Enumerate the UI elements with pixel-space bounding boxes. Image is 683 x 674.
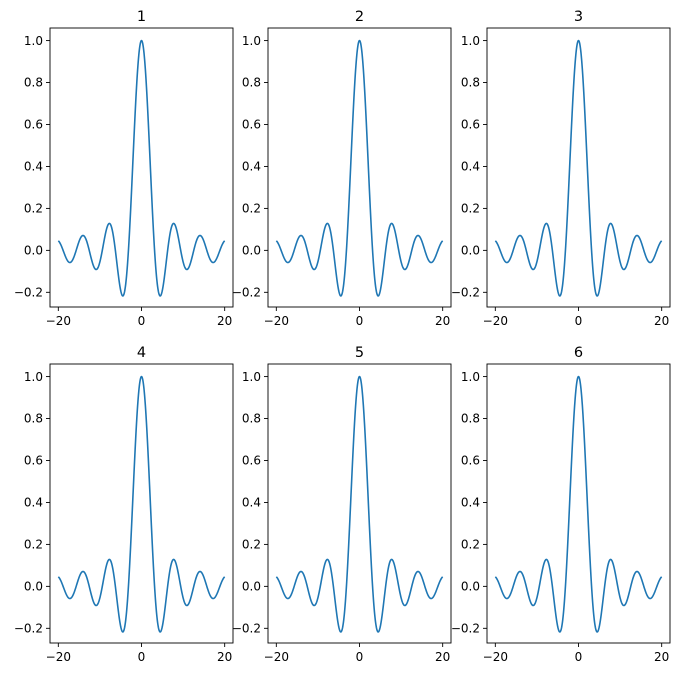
subplot-4: 4 −20 0 20 −0.2 0.0 0.2 0.4 0.6 0.8 1.0 xyxy=(14,345,234,664)
y-tick-label: 0.4 xyxy=(24,160,43,174)
series-line xyxy=(275,39,444,297)
axes-frame xyxy=(267,27,452,308)
x-tick-label: −20 xyxy=(483,650,508,664)
series-line xyxy=(494,375,663,633)
y-tick-label: 0.8 xyxy=(461,412,480,426)
x-tick-label: 20 xyxy=(435,314,450,328)
y-tick-label: 0.4 xyxy=(24,496,43,510)
series-line xyxy=(57,375,226,633)
y-tick-label: 0.2 xyxy=(242,538,261,552)
y-tick-label: 1.0 xyxy=(461,370,480,384)
x-tick-label: 20 xyxy=(435,650,450,664)
y-tick-label: 0.0 xyxy=(461,580,480,594)
y-tick-label: 0.4 xyxy=(461,160,480,174)
y-tick-label: 0.8 xyxy=(461,76,480,90)
y-tick-label: 0.8 xyxy=(24,76,43,90)
x-tick-label: −20 xyxy=(264,314,289,328)
axes-frame xyxy=(49,27,234,308)
y-tick-label: 1.0 xyxy=(24,34,43,48)
y-tick-label: 0.4 xyxy=(242,496,261,510)
x-tick-label: 0 xyxy=(575,314,583,328)
y-tick-label: 0.6 xyxy=(24,118,43,132)
y-tick-label: 0.2 xyxy=(461,538,480,552)
x-tick-label: 20 xyxy=(654,314,669,328)
y-tick-label: 0.6 xyxy=(24,454,43,468)
subplot-6: 6 −20 0 20 −0.2 0.0 0.2 0.4 0.6 0.8 1.0 xyxy=(451,345,671,664)
axes-frame xyxy=(486,363,671,644)
y-tick-label: 1.0 xyxy=(461,34,480,48)
x-tick-label: 20 xyxy=(217,650,232,664)
y-tick-label: 0.0 xyxy=(461,244,480,258)
series-line xyxy=(275,375,444,633)
y-tick-label: −0.2 xyxy=(232,286,261,300)
subplot-5: 5 −20 0 20 −0.2 0.0 0.2 0.4 0.6 0.8 1.0 xyxy=(232,345,452,664)
y-tick-label: 1.0 xyxy=(242,34,261,48)
x-tick-label: 0 xyxy=(138,314,146,328)
y-tick-label: 0.0 xyxy=(24,580,43,594)
y-tick-label: 0.2 xyxy=(242,202,261,216)
x-tick-label: −20 xyxy=(46,314,71,328)
subplot-title: 3 xyxy=(574,9,583,25)
x-tick-label: 0 xyxy=(356,314,364,328)
subplot-title: 1 xyxy=(137,9,146,25)
y-tick-label: 0.4 xyxy=(242,160,261,174)
subplot-title: 6 xyxy=(574,345,583,361)
subplot-title: 5 xyxy=(355,345,364,361)
y-tick-label: 0.2 xyxy=(24,538,43,552)
axes-frame xyxy=(267,363,452,644)
x-tick-label: 0 xyxy=(138,650,146,664)
subplot-1: 1 −20 0 20 −0.2 0.0 0.2 0.4 0.6 0.8 1.0 xyxy=(14,9,234,328)
y-tick-label: 0.2 xyxy=(461,202,480,216)
y-tick-label: −0.2 xyxy=(451,622,480,636)
axes-frame xyxy=(486,27,671,308)
y-tick-label: 0.0 xyxy=(24,244,43,258)
y-tick-label: −0.2 xyxy=(14,622,43,636)
series-line xyxy=(494,39,663,297)
y-tick-label: 1.0 xyxy=(24,370,43,384)
y-tick-label: 0.6 xyxy=(461,454,480,468)
y-tick-label: 0.8 xyxy=(242,412,261,426)
x-tick-label: −20 xyxy=(264,650,289,664)
x-tick-label: 0 xyxy=(575,650,583,664)
subplot-3: 3 −20 0 20 −0.2 0.0 0.2 0.4 0.6 0.8 1.0 xyxy=(451,9,671,328)
y-tick-label: 0.6 xyxy=(461,118,480,132)
y-tick-label: −0.2 xyxy=(14,286,43,300)
y-tick-label: 0.6 xyxy=(242,454,261,468)
subplot-2: 2 −20 0 20 −0.2 0.0 0.2 0.4 0.6 0.8 1.0 xyxy=(232,9,452,328)
y-tick-label: 0.6 xyxy=(242,118,261,132)
series-line xyxy=(57,39,226,297)
subplot-title: 4 xyxy=(137,345,146,361)
y-tick-label: 0.8 xyxy=(242,76,261,90)
y-tick-label: 0.0 xyxy=(242,244,261,258)
x-tick-label: 0 xyxy=(356,650,364,664)
x-tick-label: −20 xyxy=(46,650,71,664)
y-tick-label: 1.0 xyxy=(242,370,261,384)
y-tick-label: 0.8 xyxy=(24,412,43,426)
y-tick-label: 0.2 xyxy=(24,202,43,216)
y-tick-label: −0.2 xyxy=(232,622,261,636)
subplot-title: 2 xyxy=(355,9,364,25)
y-tick-label: −0.2 xyxy=(451,286,480,300)
x-tick-label: −20 xyxy=(483,314,508,328)
y-tick-label: 0.0 xyxy=(242,580,261,594)
y-tick-label: 0.4 xyxy=(461,496,480,510)
x-tick-label: 20 xyxy=(654,650,669,664)
axes-frame xyxy=(49,363,234,644)
x-tick-label: 20 xyxy=(217,314,232,328)
